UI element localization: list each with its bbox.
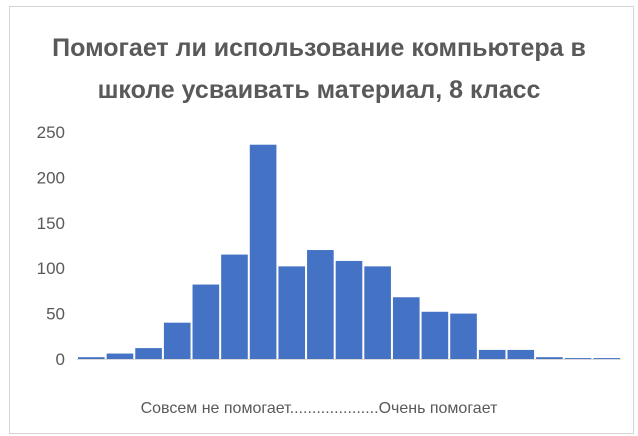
- bar: [135, 348, 162, 359]
- bar: [450, 313, 477, 359]
- x-axis-label: Совсем не помогает....................Оч…: [140, 400, 498, 417]
- bar: [163, 322, 191, 359]
- y-tick-label: 200: [37, 168, 65, 187]
- y-tick-label: 50: [46, 305, 65, 324]
- bar: [536, 357, 563, 359]
- bar: [478, 349, 506, 359]
- bar: [392, 297, 420, 359]
- y-tick-label: 0: [56, 350, 65, 369]
- bar: [249, 144, 277, 359]
- bar: [78, 357, 105, 359]
- bar: [335, 260, 363, 359]
- y-tick-label: 100: [37, 259, 65, 278]
- y-tick-label: 150: [37, 214, 65, 233]
- bar: [593, 358, 620, 359]
- bar: [564, 358, 592, 359]
- bar: [364, 266, 391, 359]
- y-axis-ticks: 0 50 100 150 200 250: [37, 123, 65, 369]
- y-tick-label: 250: [37, 123, 65, 142]
- bar: [307, 250, 334, 359]
- chart-frame: [9, 6, 634, 434]
- chart-title-line-2: школе усваивать материал, 8 класс: [97, 76, 541, 104]
- bar: [278, 266, 306, 359]
- chart-title-line-1: Помогает ли использование компьютера в: [52, 34, 586, 62]
- bar: [507, 349, 535, 359]
- bar: [192, 284, 220, 359]
- bars: [78, 144, 620, 359]
- bar: [221, 254, 248, 359]
- bar: [421, 311, 449, 359]
- bar: [106, 353, 134, 359]
